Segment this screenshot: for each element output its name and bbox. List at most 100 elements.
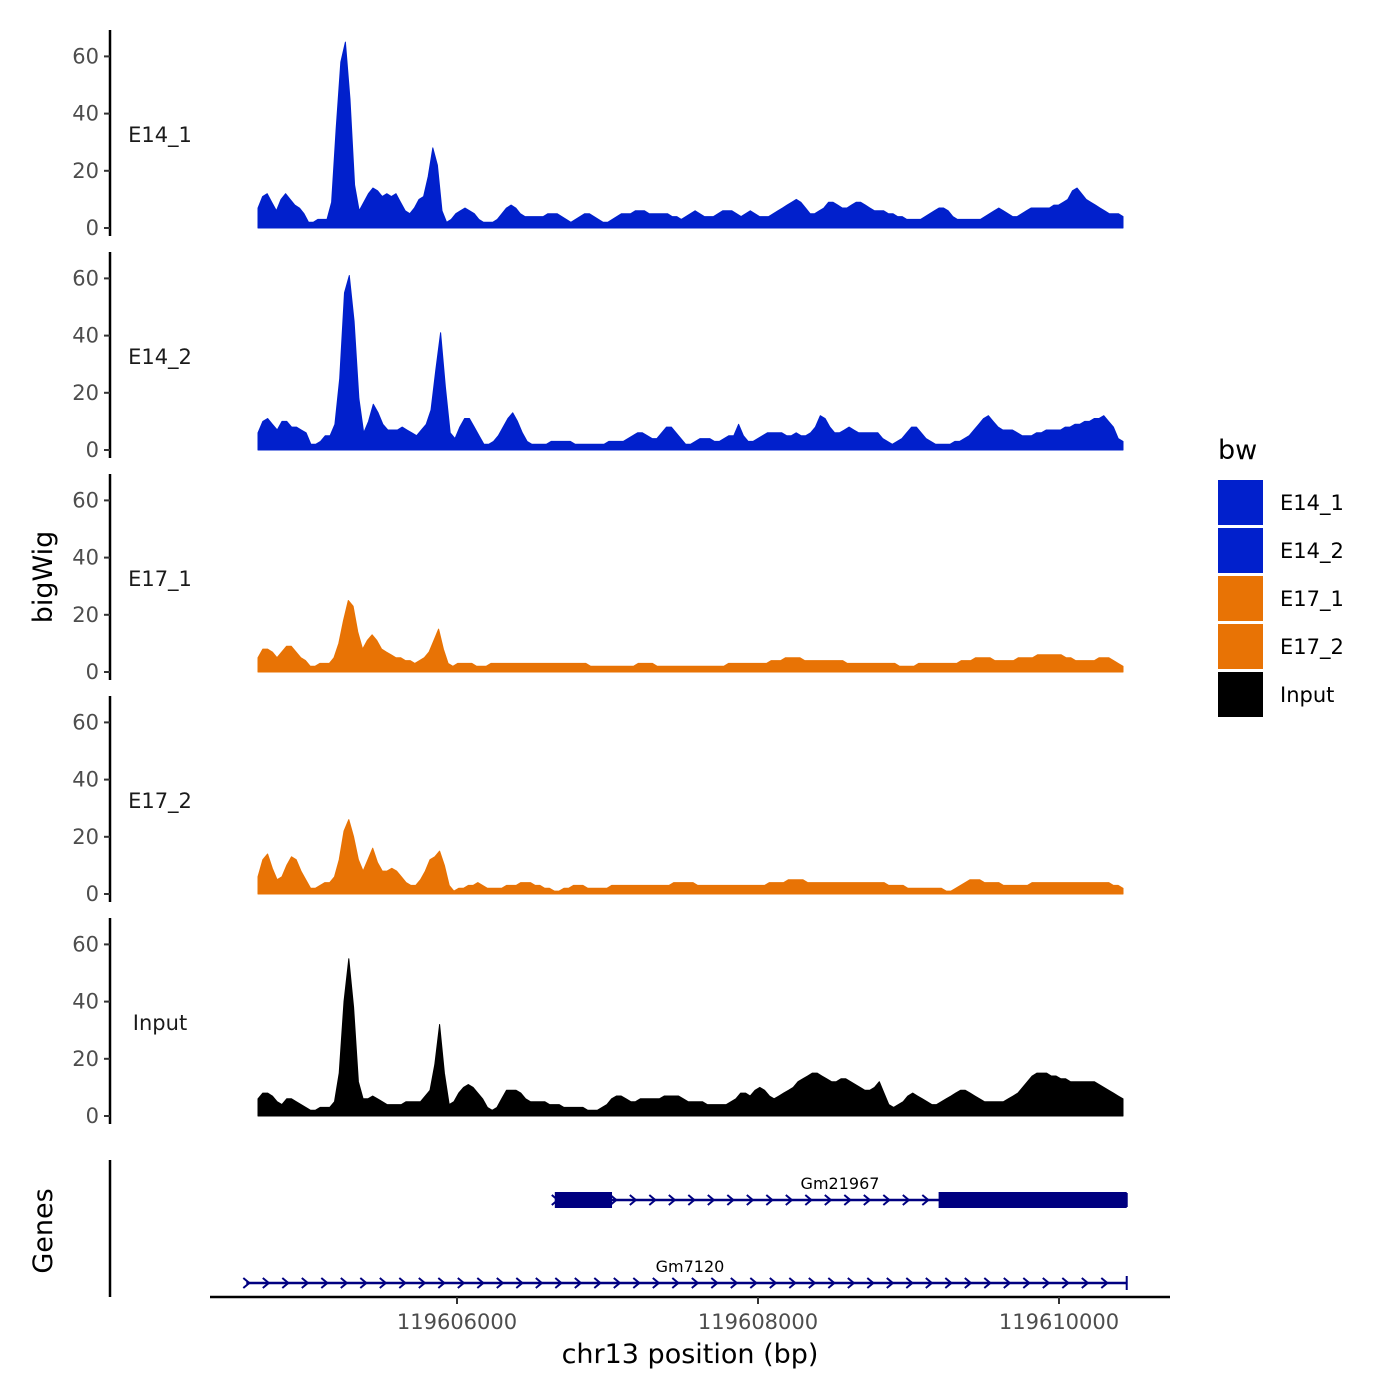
strand-arrow [476,1277,485,1289]
y-tick-label: 60 [72,932,99,956]
y-tick-label: 60 [72,266,99,290]
y-tick-label: 40 [72,324,99,348]
y-tick-label: 0 [86,1104,99,1128]
y-tick-label: 40 [72,768,99,792]
panel-E17_1: 0 20 40 60 E17_1 [72,474,1124,684]
legend-label: E14_2 [1280,539,1344,564]
strand-arrow [1042,1277,1051,1289]
strand-arrow [902,1194,911,1206]
strand-arrow [824,1194,833,1206]
strand-arrow [905,1277,914,1289]
strand-arrow [609,1194,618,1206]
strand-arrow [765,1194,774,1206]
strand-arrow [457,1277,466,1289]
strand-arrow [769,1277,778,1289]
strand-arrow [847,1277,856,1289]
legend-label: E17_2 [1280,635,1344,660]
strand-arrow [496,1277,505,1289]
legend-swatch [1218,672,1263,717]
area-E14_2 [257,275,1124,451]
strand-arrow [515,1277,524,1289]
panel-E14_2: 0 20 40 60 E14_2 [72,252,1124,462]
strand-arrow [242,1277,251,1289]
strand-arrow [613,1277,622,1289]
strand-arrow [1022,1277,1031,1289]
strand-arrow [827,1277,836,1289]
legend-label: Input [1280,683,1334,707]
strand-arrow [925,1277,934,1289]
gene-exon [554,1192,613,1208]
y-tick-label: 60 [72,44,99,68]
strand-arrow [398,1277,407,1289]
strand-arrow [788,1277,797,1289]
gene-label: Gm7120 [656,1257,725,1276]
strand-arrow [746,1194,755,1206]
strand-arrow [652,1277,661,1289]
legend-swatch [1218,528,1263,573]
strand-arrow [964,1277,973,1289]
y-tick-label: 0 [86,438,99,462]
track-panels: 0 20 40 60 E14_1 0 20 40 60 E14_2 0 20 40 60 E17_1 0 20 4… [72,30,1124,1128]
strand-arrow [554,1277,563,1289]
gene-label: Gm21967 [801,1174,880,1193]
strand-arrow [863,1194,872,1206]
area-E17_1 [257,600,1124,673]
x-axis: 119606000 119608000 119610000 [210,1295,1170,1334]
panel-label: E17_1 [128,567,192,592]
y-tick-label: 40 [72,102,99,126]
strand-arrow [1061,1277,1070,1289]
x-tick-label: 119608000 [698,1310,818,1334]
strand-arrow [983,1277,992,1289]
y-tick-label: 20 [72,381,99,405]
strand-arrow [632,1277,641,1289]
strand-arrow [301,1277,310,1289]
strand-arrow [574,1277,583,1289]
strand-arrow [418,1277,427,1289]
area-E17_2 [257,819,1124,895]
strand-arrow [808,1277,817,1289]
y-tick-label: 0 [86,216,99,240]
y-tick-label: 60 [72,488,99,512]
strand-arrow [668,1194,677,1206]
legend: bw E14_1 E14_2 E17_1 E17_2 Input [1218,435,1344,717]
strand-arrow [726,1194,735,1206]
strand-arrow [886,1277,895,1289]
panel-label: Input [133,1011,187,1035]
strand-arrow [687,1194,696,1206]
gene-Gm21967: Gm21967 [551,1174,1128,1208]
y-axis-title: bigWig [28,531,59,624]
y-tick-label: 40 [72,546,99,570]
strand-arrow [707,1194,716,1206]
y-tick-label: 20 [72,159,99,183]
legend-label: E17_1 [1280,587,1344,612]
gene-track: Gm21967 Gm7120 [108,1160,1128,1297]
strand-arrow [866,1277,875,1289]
strand-arrow [730,1277,739,1289]
panel-Input: 0 20 40 60 Input [72,918,1124,1128]
panel-label: E14_2 [128,345,192,370]
strand-arrow [379,1277,388,1289]
strand-arrow [944,1277,953,1289]
strand-arrow [340,1277,349,1289]
gene-Gm7120: Gm7120 [242,1257,1128,1290]
y-tick-label: 20 [72,603,99,627]
panel-label: E17_2 [128,789,192,814]
legend-swatch [1218,576,1263,621]
strand-arrow [262,1277,271,1289]
strand-arrow [785,1194,794,1206]
x-tick-label: 119610000 [999,1310,1119,1334]
genes-axis-title: Genes [28,1188,59,1273]
y-tick-label: 0 [86,660,99,684]
strand-arrow [593,1277,602,1289]
panel-label: E14_1 [128,123,192,148]
strand-arrow [749,1277,758,1289]
strand-arrow [921,1194,930,1206]
strand-arrow [535,1277,544,1289]
x-axis-title: chr13 position (bp) [562,1339,819,1370]
strand-arrow [1003,1277,1012,1289]
strand-arrow [1081,1277,1090,1289]
area-E14_1 [257,41,1124,229]
strand-arrow [437,1277,446,1289]
strand-arrow [804,1194,813,1206]
